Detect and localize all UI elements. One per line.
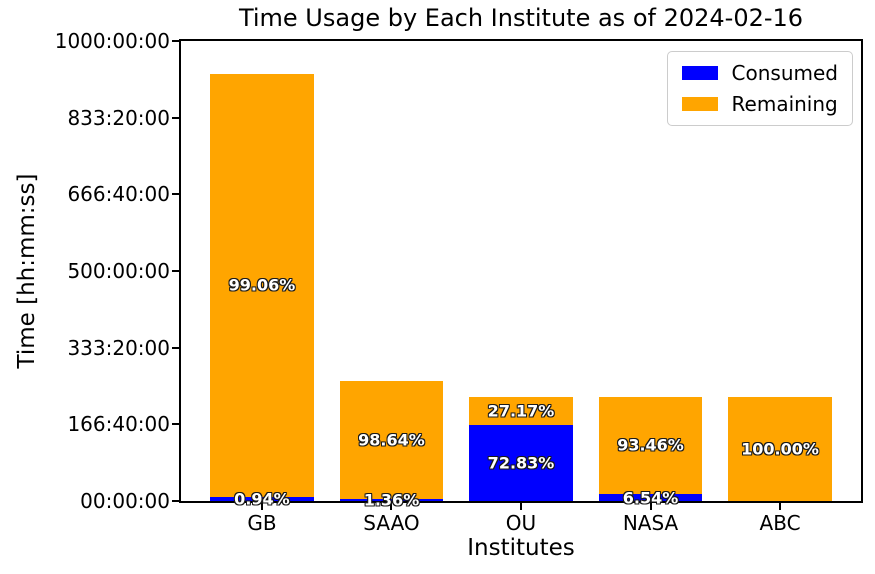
bar-percent-label-consumed-NASA: 6.54% [622, 488, 679, 508]
remaining-color-swatch [681, 97, 718, 111]
bar-segment-remaining-GB [210, 73, 314, 497]
y-tick-mark [172, 346, 179, 349]
legend: Consumed Remaining [666, 51, 853, 126]
y-tick-label: 166:40:00 [67, 412, 170, 437]
bar-percent-label-remaining-OU: 27.17% [487, 401, 555, 421]
y-tick-mark [172, 270, 179, 272]
y-tick-label: 00:00:00 [80, 489, 170, 513]
legend-item-remaining: Remaining [681, 92, 838, 116]
bar-segment-remaining-SAAO [339, 381, 444, 500]
bar-segment-remaining-OU [469, 396, 573, 425]
x-tick-label-SAAO: SAAO [363, 511, 420, 535]
bar-segment-remaining-NASA [598, 396, 703, 495]
bar-segment-remaining-ABC [728, 396, 832, 501]
legend-label-remaining: Remaining [731, 92, 838, 116]
y-tick-mark [172, 40, 179, 42]
bar-percent-label-remaining-NASA: 93.46% [617, 435, 684, 455]
x-tick-label-NASA: NASA [622, 511, 679, 535]
bar-percent-label-consumed-OU: 72.83% [487, 453, 555, 473]
legend-item-consumed: Consumed [681, 61, 838, 85]
y-tick-label: 1000:00:00 [54, 29, 170, 53]
y-tick-mark [172, 116, 179, 119]
bar-segment-consumed-SAAO [339, 499, 444, 501]
plot-area: Consumed Remaining 0.94% 99.06% 1.36% 98.64… [179, 39, 863, 510]
legend-label-consumed: Consumed [731, 61, 838, 85]
x-tick-label-GB: GB [247, 511, 277, 535]
x-axis-label: Institutes [467, 535, 575, 561]
x-tick-mark [390, 503, 393, 510]
y-tick-mark [172, 423, 179, 426]
bar-percent-label-remaining-ABC: 100.00% [741, 439, 819, 459]
bar-percent-label-consumed-GB: 0.94% [234, 489, 290, 509]
y-tick-label: 833:20:00 [67, 105, 170, 130]
x-tick-label-OU: OU [505, 511, 537, 535]
bar-segment-consumed-OU [469, 424, 573, 501]
bar-percent-label-remaining-GB: 99.06% [228, 275, 296, 295]
bar-segment-consumed-GB [210, 496, 314, 501]
y-tick-mark [172, 500, 179, 502]
x-tick-label-ABC: ABC [759, 511, 801, 535]
y-tick-label: 500:00:00 [67, 259, 170, 283]
x-tick-mark [779, 503, 782, 510]
y-tick-mark [172, 193, 179, 196]
y-tick-label: 333:20:00 [67, 335, 170, 360]
x-tick-mark [260, 503, 263, 510]
y-axis-label: Time [hh:mm:ss] [14, 173, 40, 369]
consumed-color-swatch [681, 66, 718, 80]
chart-title: Time Usage by Each Institute as of 2024-… [238, 4, 804, 32]
y-tick-label: 666:40:00 [67, 182, 170, 207]
x-tick-mark [649, 503, 652, 510]
bar-percent-label-consumed-SAAO: 1.36% [363, 490, 420, 510]
x-tick-mark [520, 503, 522, 510]
bar-segment-consumed-NASA [598, 494, 703, 501]
bar-percent-label-remaining-SAAO: 98.64% [358, 430, 425, 450]
